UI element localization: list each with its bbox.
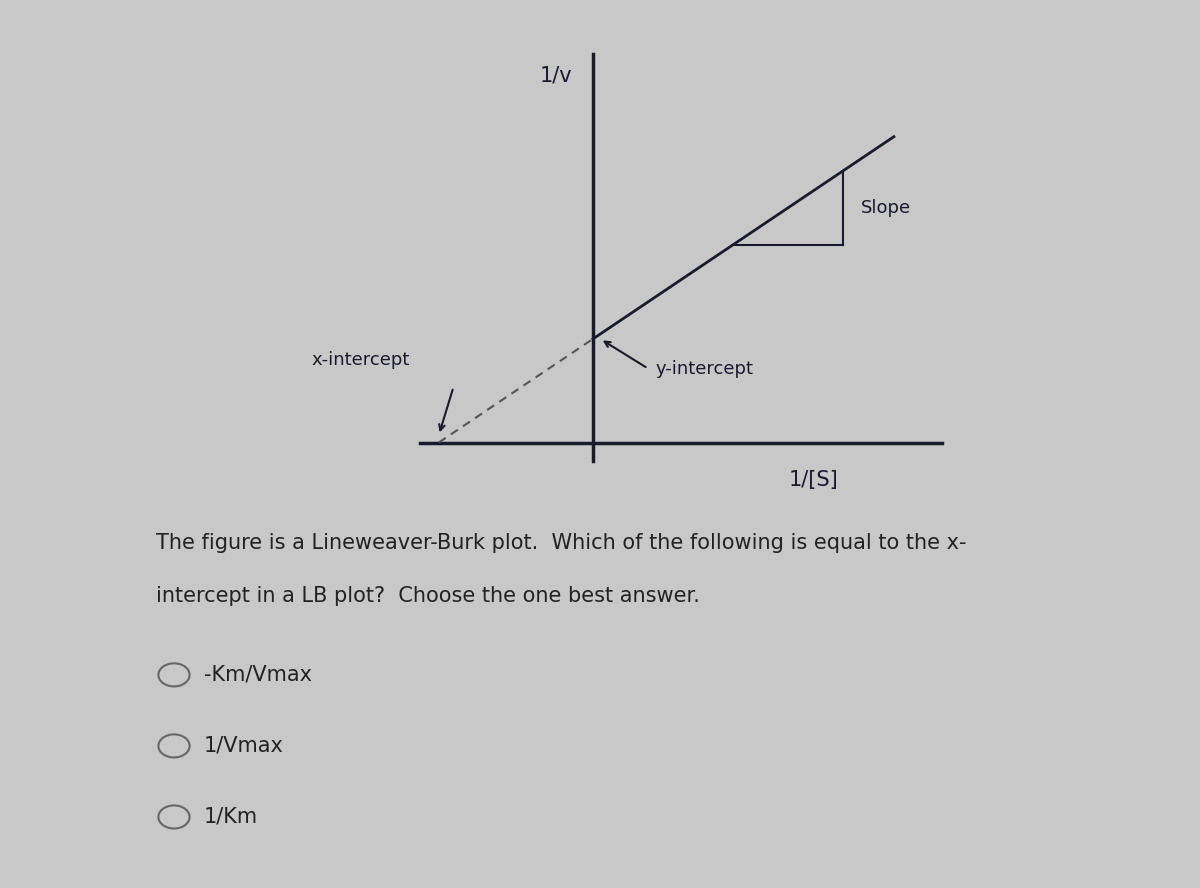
Text: x-intercept: x-intercept (311, 351, 409, 369)
Text: Slope: Slope (860, 199, 911, 218)
Text: 1/Km: 1/Km (204, 807, 258, 827)
Text: intercept in a LB plot?  Choose the one best answer.: intercept in a LB plot? Choose the one b… (156, 586, 700, 607)
Text: 1/Vmax: 1/Vmax (204, 736, 284, 756)
Text: The figure is a Lineweaver-Burk plot.  Which of the following is equal to the x-: The figure is a Lineweaver-Burk plot. Wh… (156, 533, 966, 553)
Text: 1/v: 1/v (540, 65, 572, 85)
Text: -Km/Vmax: -Km/Vmax (204, 665, 312, 685)
Text: 1/[S]: 1/[S] (788, 471, 838, 490)
Text: y-intercept: y-intercept (655, 360, 754, 377)
